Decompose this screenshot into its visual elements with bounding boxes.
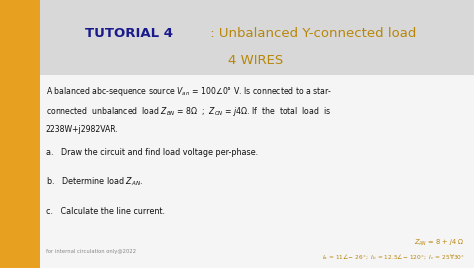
Polygon shape xyxy=(0,134,40,182)
Polygon shape xyxy=(0,263,40,268)
Text: for internal circulation only@2022: for internal circulation only@2022 xyxy=(46,250,136,254)
Bar xyxy=(40,0,474,75)
Polygon shape xyxy=(0,198,40,247)
Bar xyxy=(40,75,474,268)
Polygon shape xyxy=(0,230,40,268)
Polygon shape xyxy=(0,5,40,54)
Bar xyxy=(0,0,40,268)
Polygon shape xyxy=(0,166,40,214)
Polygon shape xyxy=(0,38,40,86)
Text: TUTORIAL 4: TUTORIAL 4 xyxy=(85,27,173,40)
Text: : Unbalanced Y-connected load: : Unbalanced Y-connected load xyxy=(206,27,417,40)
Text: $I_a$ = 11∠− 26°;  $I_b$ = 12.5∠− 120°;  $I_c$ = 25∀30°: $I_a$ = 11∠− 26°; $I_b$ = 12.5∠− 120°; $… xyxy=(321,252,465,262)
Text: b.   Determine load $Z_{AN}$.: b. Determine load $Z_{AN}$. xyxy=(46,176,143,188)
Polygon shape xyxy=(0,102,40,150)
Text: c.   Calculate the line current.: c. Calculate the line current. xyxy=(46,207,164,216)
Text: a.   Draw the circuit and find load voltage per-phase.: a. Draw the circuit and find load voltag… xyxy=(46,148,258,157)
Text: connected  unbalanced  load $Z_{BN}$ = 8Ω  ;  $Z_{CN}$ = $j$4Ω. If  the  total  : connected unbalanced load $Z_{BN}$ = 8Ω … xyxy=(46,105,331,118)
Polygon shape xyxy=(0,70,40,118)
Text: $Z_{AN}$ = 8 + $j$4 Ω: $Z_{AN}$ = 8 + $j$4 Ω xyxy=(414,237,465,248)
Text: 4 WIRES: 4 WIRES xyxy=(228,54,283,67)
Text: A balanced abc-sequence source $V_{an}$ = 100∠0° V. Is connected to a star-: A balanced abc-sequence source $V_{an}$ … xyxy=(46,85,332,98)
Polygon shape xyxy=(0,0,40,21)
Text: 2238W+j2982VAR.: 2238W+j2982VAR. xyxy=(46,125,118,135)
